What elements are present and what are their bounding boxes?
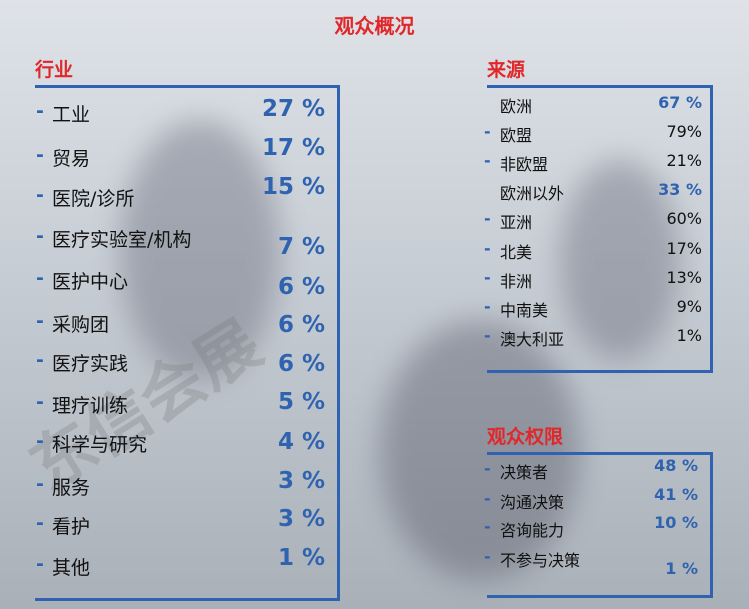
item-value: 41 %: [654, 484, 698, 504]
item-value: 3 %: [277, 467, 325, 494]
section-title: 来源: [487, 59, 526, 81]
bg-blob: [120, 120, 280, 380]
item-label: 贸易: [52, 147, 91, 170]
bullet: -: [36, 183, 44, 206]
item-value: 6 %: [277, 311, 325, 338]
item-label: 北美: [500, 242, 533, 262]
item-label: 医护中心: [52, 270, 129, 293]
item-label: 欧洲以外: [500, 183, 565, 203]
bullet: -: [484, 121, 491, 141]
item-value: 1 %: [277, 544, 325, 571]
item-label: 采购团: [52, 313, 110, 336]
item-value: 21%: [666, 150, 702, 170]
item-value: 5 %: [277, 388, 325, 415]
bullet: -: [36, 143, 44, 166]
item-label: 非欧盟: [500, 154, 549, 174]
bullet: -: [484, 458, 491, 478]
item-value: 7 %: [277, 233, 325, 260]
item-label: 欧盟: [500, 125, 533, 145]
bullet: -: [484, 267, 491, 287]
bullet: -: [484, 238, 491, 258]
section-box: [487, 452, 713, 598]
bullet: -: [36, 390, 44, 413]
item-value: 79%: [666, 121, 702, 141]
bullet: -: [36, 472, 44, 495]
item-label: 决策者: [500, 462, 549, 482]
item-value: 6 %: [277, 273, 325, 300]
section-box: [35, 85, 340, 601]
item-label: 工业: [52, 103, 91, 126]
bullet: -: [36, 266, 44, 289]
item-label: 不参与决策: [500, 550, 581, 570]
item-value: 6 %: [277, 350, 325, 377]
item-value: 67 %: [658, 92, 702, 112]
section-box: [487, 85, 713, 373]
bullet: -: [484, 516, 491, 536]
bullet: -: [36, 552, 44, 575]
item-value: 1 %: [665, 558, 698, 578]
item-value: 27 %: [261, 95, 325, 122]
item-value: 10 %: [654, 512, 698, 532]
bg-blob: [560, 160, 680, 360]
item-value: 48 %: [654, 455, 698, 475]
item-label: 澳大利亚: [500, 329, 565, 349]
item-label: 科学与研究: [52, 433, 148, 456]
bullet: -: [484, 296, 491, 316]
section-title: 观众权限: [487, 426, 564, 448]
item-value: 60%: [666, 208, 702, 228]
bullet: -: [484, 546, 491, 566]
bullet: -: [36, 429, 44, 452]
item-value: 9%: [676, 296, 702, 316]
item-label: 其他: [52, 556, 91, 579]
item-label: 医院/诊所: [52, 187, 135, 210]
item-value: 3 %: [277, 505, 325, 532]
page-title: 观众概况: [334, 14, 415, 38]
bullet: -: [36, 99, 44, 122]
item-value: 4 %: [277, 428, 325, 455]
bullet: -: [36, 348, 44, 371]
item-value: 15 %: [261, 173, 325, 200]
item-label: 看护: [52, 515, 91, 538]
item-label: 欧洲: [500, 96, 533, 116]
item-label: 中南美: [500, 300, 549, 320]
item-label: 亚洲: [500, 212, 533, 232]
bullet: -: [484, 325, 491, 345]
bullet: -: [484, 488, 491, 508]
bg-blob: [380, 320, 580, 580]
bullet: -: [36, 309, 44, 332]
item-value: 17%: [666, 238, 702, 258]
item-label: 服务: [52, 476, 91, 499]
item-label: 沟通决策: [500, 492, 565, 512]
item-label: 咨询能力: [500, 520, 565, 540]
item-label: 医疗实践: [52, 352, 129, 375]
item-value: 17 %: [261, 134, 325, 161]
item-label: 非洲: [500, 271, 533, 291]
bullet: -: [36, 224, 44, 247]
item-value: 33 %: [658, 179, 702, 199]
bullet: -: [36, 511, 44, 534]
item-value: 13%: [666, 267, 702, 287]
section-title: 行业: [35, 59, 74, 81]
item-value: 1%: [676, 325, 702, 345]
bullet: -: [484, 208, 491, 228]
item-label: 医疗实验室/机构: [52, 228, 192, 251]
item-label: 理疗训练: [52, 394, 129, 417]
bullet: -: [484, 150, 491, 170]
